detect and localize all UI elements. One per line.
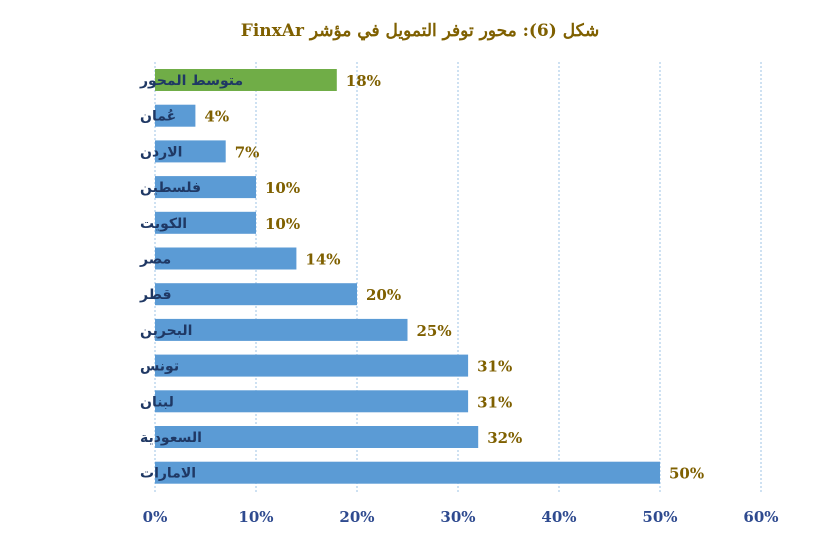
x-tick-label: 40%	[541, 508, 576, 526]
category-label: قطر	[139, 287, 172, 303]
category-label: البحرين	[140, 323, 192, 339]
category-label: الامارات	[140, 466, 196, 482]
x-tick-label: 20%	[339, 508, 374, 526]
category-label: مصر	[139, 252, 171, 268]
x-tick-label: 50%	[642, 508, 677, 526]
bar	[155, 211, 256, 234]
bar	[155, 140, 226, 163]
data-label: 25%	[417, 322, 452, 340]
data-label: 10%	[265, 179, 300, 197]
category-label: تونس	[140, 359, 179, 375]
category-label: عُمان	[140, 109, 176, 125]
value-labels: 18% 4% 7% 10% 10% 14% 20% 25% 31% 31% 32% 50%	[204, 72, 704, 483]
bar	[155, 247, 297, 270]
bar	[155, 104, 196, 127]
category-labels: متوسط المحور عُمان الاردن فلسطين الكويت مصر قط…	[139, 73, 243, 482]
data-label: 20%	[366, 286, 401, 304]
bar	[155, 461, 660, 484]
x-tick-label: 60%	[743, 508, 778, 526]
bar	[155, 354, 469, 377]
bar	[155, 318, 408, 341]
data-label: 18%	[346, 72, 381, 90]
bar	[155, 283, 357, 306]
data-label: 14%	[305, 251, 340, 269]
x-tick-label: 30%	[440, 508, 475, 526]
x-tick-label: 0%	[143, 508, 168, 526]
bar	[155, 426, 479, 448]
category-label: فلسطين	[140, 180, 201, 196]
category-label: السعودية	[140, 430, 202, 446]
data-label: 50%	[669, 465, 704, 483]
category-label: الاردن	[140, 144, 182, 160]
category-label: متوسط المحور	[139, 73, 243, 89]
bar-average	[155, 69, 337, 91]
bar	[155, 390, 469, 413]
data-label: 7%	[235, 143, 260, 161]
data-label: 31%	[477, 358, 512, 376]
data-label: 31%	[477, 393, 512, 411]
bar	[155, 176, 256, 199]
bars	[155, 69, 660, 484]
x-axis-tick-labels: 0% 10% 20% 30% 40% 50% 60%	[143, 508, 779, 526]
data-label: 10%	[265, 215, 300, 233]
chart-title: شكل (6): محور توفر التمويل في مؤشر FinxA…	[241, 21, 599, 41]
x-tick-label: 10%	[238, 508, 273, 526]
category-label: الكويت	[140, 216, 187, 232]
category-label: لبنان	[140, 394, 174, 410]
data-label: 4%	[204, 108, 229, 126]
data-label: 32%	[487, 429, 522, 447]
